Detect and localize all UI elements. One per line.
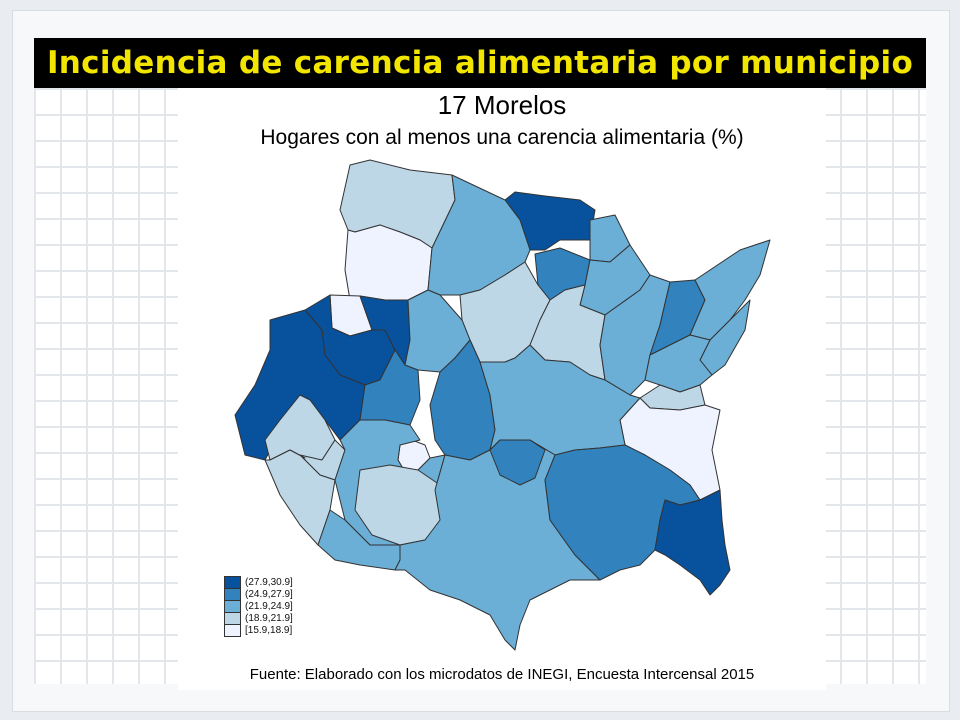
legend-item: (21.9,24.9] xyxy=(224,599,293,613)
legend-label: (24.9,27.9] xyxy=(245,588,293,600)
municipality-region xyxy=(644,334,713,393)
municipality-region xyxy=(489,439,546,486)
map-title: 17 Morelos xyxy=(437,90,567,120)
municipality-region xyxy=(264,449,336,546)
title-bar: Incidencia de carencia alimentaria por m… xyxy=(34,38,926,88)
municipality-region xyxy=(689,239,771,341)
legend-label: (21.9,24.9] xyxy=(245,600,293,612)
source-note: Fuente: Elaborado con los microdatos de … xyxy=(249,666,755,683)
choropleth-map xyxy=(234,159,771,651)
slide-title: Incidencia de carencia alimentaria por m… xyxy=(46,45,914,81)
map-subtitle: Hogares con al menos una carencia alimen… xyxy=(260,126,744,149)
legend-label: (27.9,30.9] xyxy=(245,576,293,588)
legend-item: (27.9,30.9] xyxy=(224,575,293,589)
municipality-region xyxy=(654,489,731,596)
legend-swatch xyxy=(224,623,241,637)
map-panel: 17 Morelos Hogares con al menos una care… xyxy=(178,88,826,690)
legend-label: (18.9,21.9] xyxy=(245,612,293,624)
legend-item: (24.9,27.9] xyxy=(224,587,293,601)
legend: (27.9,30.9] (24.9,27.9] (21.9,24.9] (18.… xyxy=(224,575,293,637)
legend-item: (18.9,21.9] xyxy=(224,611,293,625)
legend-item: [15.9,18.9] xyxy=(224,623,293,637)
legend-label: [15.9,18.9] xyxy=(245,624,293,636)
